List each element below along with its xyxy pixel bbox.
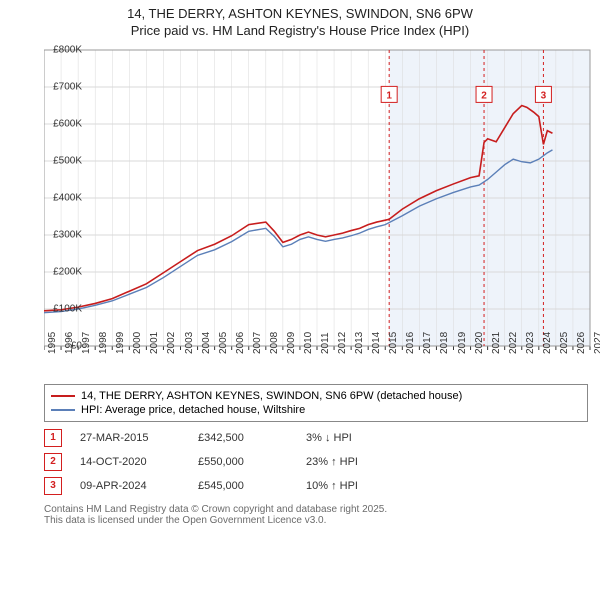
sale-number-box: 3 <box>44 477 62 495</box>
sale-price: £550,000 <box>198 456 288 468</box>
y-tick-label: £200K <box>53 266 82 277</box>
x-tick-label: 2017 <box>422 332 433 354</box>
x-tick-label: 2015 <box>388 332 399 354</box>
sales-table: 1 27-MAR-2015 £342,500 3% ↓ HPI 2 14-OCT-2020… <box>44 426 588 498</box>
legend: 14, THE DERRY, ASHTON KEYNES, SWINDON, S… <box>44 384 588 422</box>
sale-date: 14-OCT-2020 <box>80 456 180 468</box>
x-tick-label: 2000 <box>132 332 143 354</box>
y-tick-label: £600K <box>53 118 82 129</box>
x-tick-label: 2006 <box>235 332 246 354</box>
y-tick-label: £100K <box>53 303 82 314</box>
x-tick-label: 2004 <box>201 332 212 354</box>
x-tick-label: 2025 <box>559 332 570 354</box>
legend-label: 14, THE DERRY, ASHTON KEYNES, SWINDON, S… <box>81 390 462 402</box>
x-tick-label: 2022 <box>508 332 519 354</box>
x-tick-label: 1997 <box>81 332 92 354</box>
sale-delta: 3% ↓ HPI <box>306 432 406 444</box>
title-line-1: 14, THE DERRY, ASHTON KEYNES, SWINDON, S… <box>0 6 600 23</box>
sale-row: 2 14-OCT-2020 £550,000 23% ↑ HPI <box>44 450 588 474</box>
line-chart: 1 2 3 <box>44 48 592 378</box>
svg-text:1: 1 <box>386 90 392 101</box>
svg-text:3: 3 <box>541 90 547 101</box>
footer-line-2: This data is licensed under the Open Gov… <box>44 515 588 526</box>
x-tick-label: 2027 <box>593 332 600 354</box>
sale-price: £342,500 <box>198 432 288 444</box>
legend-item: HPI: Average price, detached house, Wilt… <box>51 403 581 417</box>
chart-container: 14, THE DERRY, ASHTON KEYNES, SWINDON, S… <box>0 0 600 526</box>
y-tick-label: £700K <box>53 81 82 92</box>
x-tick-label: 2007 <box>252 332 263 354</box>
x-tick-label: 2019 <box>457 332 468 354</box>
sale-price: £545,000 <box>198 480 288 492</box>
legend-label: HPI: Average price, detached house, Wilt… <box>81 404 305 416</box>
x-tick-label: 1996 <box>64 332 75 354</box>
legend-swatch <box>51 395 75 397</box>
title-line-2: Price paid vs. HM Land Registry's House … <box>0 23 600 40</box>
sale-delta: 10% ↑ HPI <box>306 480 406 492</box>
footer-line-1: Contains HM Land Registry data © Crown c… <box>44 504 588 515</box>
x-tick-label: 2014 <box>371 332 382 354</box>
y-tick-label: £500K <box>53 155 82 166</box>
x-tick-label: 2010 <box>303 332 314 354</box>
x-tick-label: 2011 <box>320 332 331 354</box>
x-tick-label: 2001 <box>149 332 160 354</box>
legend-item: 14, THE DERRY, ASHTON KEYNES, SWINDON, S… <box>51 389 581 403</box>
x-tick-label: 2002 <box>166 332 177 354</box>
title-block: 14, THE DERRY, ASHTON KEYNES, SWINDON, S… <box>0 0 600 40</box>
x-tick-label: 1998 <box>98 332 109 354</box>
x-tick-label: 2012 <box>337 332 348 354</box>
sale-number-box: 2 <box>44 453 62 471</box>
x-tick-label: 2016 <box>405 332 416 354</box>
sale-date: 27-MAR-2015 <box>80 432 180 444</box>
x-tick-label: 2023 <box>525 332 536 354</box>
y-tick-label: £300K <box>53 229 82 240</box>
sale-number-box: 1 <box>44 429 62 447</box>
svg-text:2: 2 <box>481 90 487 101</box>
x-tick-label: 2013 <box>354 332 365 354</box>
legend-swatch <box>51 409 75 411</box>
x-tick-label: 2021 <box>491 332 502 354</box>
chart-area: £0£100K£200K£300K£400K£500K£600K£700K£80… <box>44 48 592 378</box>
x-tick-label: 2003 <box>184 332 195 354</box>
x-tick-label: 2026 <box>576 332 587 354</box>
x-tick-label: 1995 <box>47 332 58 354</box>
x-tick-label: 2009 <box>286 332 297 354</box>
sale-row: 3 09-APR-2024 £545,000 10% ↑ HPI <box>44 474 588 498</box>
sale-date: 09-APR-2024 <box>80 480 180 492</box>
sale-delta: 23% ↑ HPI <box>306 456 406 468</box>
y-tick-label: £800K <box>53 44 82 55</box>
sale-row: 1 27-MAR-2015 £342,500 3% ↓ HPI <box>44 426 588 450</box>
x-tick-label: 2005 <box>218 332 229 354</box>
x-tick-label: 2020 <box>474 332 485 354</box>
x-tick-label: 2018 <box>439 332 450 354</box>
x-tick-label: 1999 <box>115 332 126 354</box>
x-tick-label: 2008 <box>269 332 280 354</box>
y-tick-label: £400K <box>53 192 82 203</box>
x-tick-label: 2024 <box>542 332 553 354</box>
footer-note: Contains HM Land Registry data © Crown c… <box>44 504 588 526</box>
